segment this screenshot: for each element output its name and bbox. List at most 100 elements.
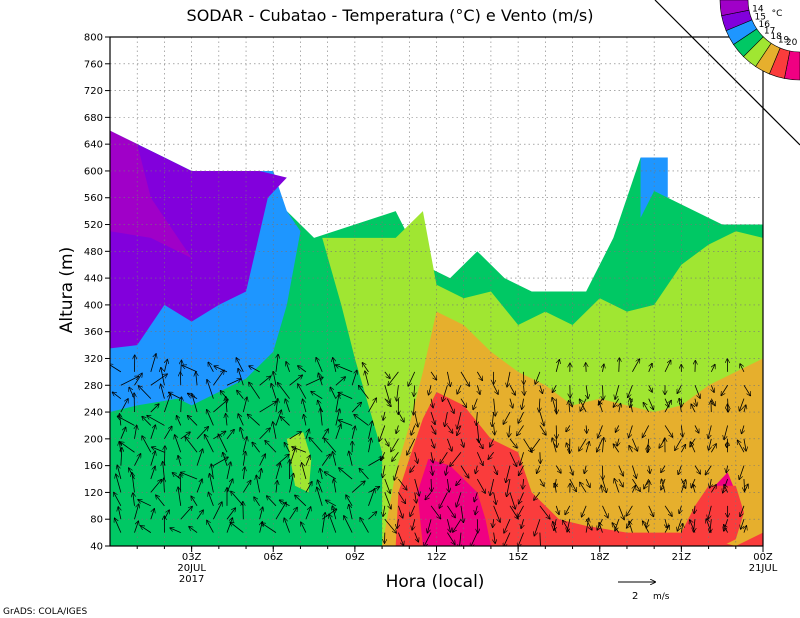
wind-arrow [398, 492, 405, 503]
wind-arrow [648, 505, 654, 517]
wind-arrow [708, 505, 712, 519]
wind-arrow [189, 527, 198, 533]
wind-arrow [248, 414, 260, 426]
wind-arrow [150, 466, 155, 480]
wind-arrow [188, 394, 198, 400]
wind-arrow [178, 487, 182, 506]
wind-arrow [384, 518, 396, 533]
wind-arrow [292, 447, 307, 453]
wind-arrow [178, 456, 181, 466]
wind-arrow [493, 385, 498, 394]
wind-arrow [230, 522, 244, 533]
wind-arrow [116, 474, 122, 493]
wind-arrow [196, 449, 203, 466]
wind-arrow [411, 425, 416, 434]
wind-arrow [460, 398, 466, 408]
wind-arrow [597, 519, 603, 530]
y-tick-label: 760 [84, 59, 103, 70]
wind-arrow [338, 393, 353, 400]
wind-arrow [295, 495, 307, 507]
wind-arrow [150, 451, 155, 466]
wind-arrow [507, 478, 511, 496]
wind-arrow [362, 363, 369, 373]
wind-arrow [305, 482, 312, 493]
wind-arrow [427, 519, 432, 532]
wind-arrow [518, 532, 524, 546]
wind-arrow [205, 435, 214, 453]
wind-arrow [180, 432, 190, 440]
wind-arrow [335, 409, 340, 426]
wind-arrow [664, 360, 671, 373]
wind-arrow [447, 505, 455, 518]
legend-unit: °C [772, 9, 783, 19]
wind-arrow [681, 425, 682, 436]
x-tick-date: 20JUL [177, 563, 206, 574]
zone-purple [110, 130, 287, 349]
y-tick-label: 680 [84, 113, 103, 124]
wind-arrow [414, 532, 419, 542]
wind-arrow [681, 445, 685, 453]
wind-arrow [304, 415, 306, 426]
wind-arrow [476, 371, 482, 380]
wind-arrow [519, 492, 524, 503]
wind-arrow [316, 358, 323, 373]
wind-arrow [121, 448, 122, 466]
wind-arrow [164, 426, 171, 440]
wind-arrow [150, 404, 159, 413]
wind-arrow [534, 519, 541, 535]
wind-arrow [430, 438, 434, 448]
wind-arrow [169, 392, 181, 400]
wind-arrow [134, 454, 140, 466]
wind-arrow [602, 478, 606, 492]
x-tick-label: 21Z [672, 552, 692, 563]
wind-arrow [509, 452, 517, 466]
y-tick-label: 520 [84, 220, 103, 231]
wind-arrow [273, 422, 277, 439]
wind-arrow [632, 438, 637, 451]
wind-arrow [694, 385, 700, 398]
wind-arrow [196, 510, 203, 520]
x-tick-label: 15Z [508, 552, 528, 563]
y-tick-label: 240 [84, 408, 103, 419]
wind-arrow [579, 438, 587, 451]
wind-arrow [207, 410, 214, 426]
wind-arrow [237, 391, 244, 399]
wind-arrow [226, 508, 235, 520]
wind-arrow [414, 385, 415, 396]
wind-arrow [460, 465, 469, 478]
wind-arrow [626, 505, 633, 516]
wind-arrow [615, 425, 618, 432]
wind-arrow [351, 402, 361, 413]
wind-arrow [477, 519, 478, 532]
wind-arrow [259, 402, 277, 413]
wind-arrow [278, 383, 290, 399]
wind-arrow [309, 438, 323, 453]
wind-arrow [396, 425, 398, 433]
wind-arrow [628, 385, 633, 397]
wind-arrow [477, 425, 479, 442]
wind-arrow [407, 438, 416, 455]
wind-arrow [539, 398, 540, 412]
wind-arrow [430, 425, 436, 434]
wind-arrow [582, 505, 587, 517]
wind-arrow [412, 519, 415, 530]
wind-arrow [213, 502, 222, 520]
wind-arrow [447, 425, 452, 433]
wind-arrow [632, 465, 636, 478]
wind-arrow [490, 478, 495, 495]
wind-arrow [569, 465, 573, 475]
wind-arrow [661, 478, 666, 490]
wind-arrow [507, 371, 511, 387]
wind-arrow [705, 465, 712, 475]
wind-arrow [289, 448, 296, 466]
wind-arrow [619, 358, 620, 372]
wind-arrow [305, 429, 309, 439]
wind-arrow [379, 425, 386, 441]
y-tick-label: 480 [84, 247, 103, 258]
wind-arrow [196, 372, 197, 386]
wind-arrow [181, 472, 198, 480]
wind-arrow [659, 438, 666, 448]
y-tick-label: 360 [84, 327, 103, 338]
wind-arrow [456, 492, 462, 506]
